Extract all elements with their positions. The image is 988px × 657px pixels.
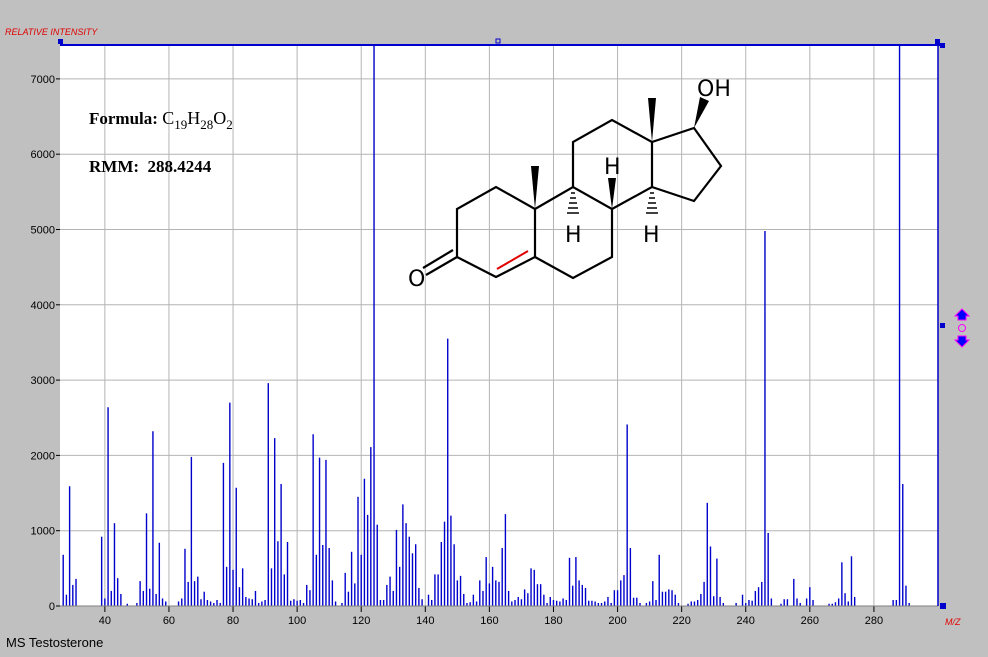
y-tick-label: 3000	[31, 375, 55, 387]
scale-up-arrow-icon[interactable]	[953, 308, 971, 321]
top-right-handle[interactable]	[935, 39, 940, 44]
corner-handle[interactable]	[940, 43, 945, 48]
rmm-text: RMM: 288.4244	[89, 157, 211, 177]
y-tick-label: 4000	[31, 300, 55, 312]
y-tick-label: 1000	[31, 526, 55, 538]
x-tick-label: 120	[352, 615, 370, 627]
right-mid-handle[interactable]	[940, 323, 945, 328]
grid	[60, 45, 938, 606]
rmm-label: RMM:	[89, 157, 140, 176]
x-tick-label: 60	[163, 615, 175, 627]
y-tick-label: 6000	[31, 149, 55, 161]
y-tick-label: 0	[49, 601, 55, 613]
double-bond-highlight	[496, 250, 529, 270]
y-tick-label: 7000	[31, 74, 55, 86]
plot-area	[60, 45, 938, 606]
scale-down-arrow-icon[interactable]	[953, 335, 971, 348]
x-axis-label: M/Z	[945, 617, 961, 627]
x-tick-label: 140	[416, 615, 434, 627]
formula-element-h: H	[187, 108, 201, 128]
hydroxyl-label: OH	[697, 77, 731, 102]
y-axis-label: RELATIVE INTENSITY	[5, 27, 98, 37]
h9-label: H	[565, 223, 582, 248]
x-tick-label: 180	[544, 615, 562, 627]
formula-element-c: C	[162, 108, 175, 128]
h14-label: H	[643, 223, 660, 248]
x-tick-label: 80	[227, 615, 239, 627]
peaks	[62, 45, 910, 606]
x-tick-label: 100	[288, 615, 306, 627]
h8-label: H	[604, 155, 621, 180]
scale-reset-icon[interactable]	[958, 324, 966, 332]
formula-count-h: 28	[200, 117, 214, 132]
formula-count-c: 19	[174, 117, 188, 132]
formula-text: Formula: C19H28O2	[89, 108, 233, 133]
top-left-handle[interactable]	[58, 39, 63, 44]
x-tick-label: 160	[480, 615, 498, 627]
x-tick-label: 220	[672, 615, 690, 627]
rmm-value: 288.4244	[147, 157, 212, 176]
testosterone-structure: O OH H H H	[408, 77, 731, 292]
x-tick-label: 40	[99, 615, 111, 627]
x-axis: 40 60 80 100 120 140 160 180 200 220 240 260 280	[60, 605, 938, 627]
scale-control[interactable]	[953, 308, 971, 348]
y-tick-label: 5000	[31, 224, 55, 236]
x-tick-label: 260	[801, 615, 819, 627]
oxygen-label: O	[408, 267, 425, 292]
top-mid-handle[interactable]	[495, 38, 501, 44]
formula-element-o: O	[213, 108, 227, 128]
y-tick-label: 2000	[31, 450, 55, 462]
x-tick-label: 200	[608, 615, 626, 627]
formula-count-o: 2	[226, 117, 233, 132]
spectrum-caption: MS Testosterone	[6, 635, 104, 650]
x-tick-label: 280	[865, 615, 883, 627]
y-axis: 0 1000 2000 3000 4000 5000 6000 7000	[31, 74, 60, 613]
formula-value: C19H28O2	[162, 108, 233, 132]
formula-label: Formula:	[89, 109, 158, 128]
bottom-right-handle[interactable]	[940, 603, 946, 609]
x-tick-label: 240	[737, 615, 755, 627]
